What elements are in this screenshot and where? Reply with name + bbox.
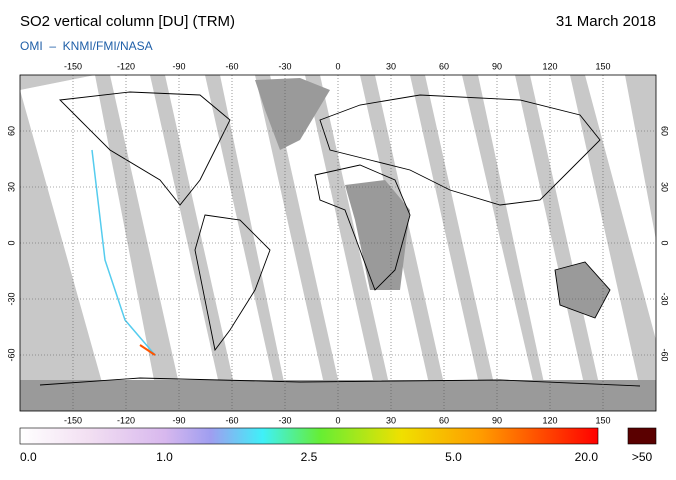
lat-label-left: 0 — [6, 240, 16, 245]
colorbar-over-label: >50 — [632, 450, 653, 464]
lon-label-bottom: 150 — [595, 415, 610, 425]
lon-label-top: -30 — [278, 61, 291, 71]
coastlines — [39, 91, 641, 387]
lon-label-top: 0 — [335, 61, 340, 71]
colorbar-label: 20.0 — [575, 450, 599, 464]
colorbar — [19, 427, 599, 445]
lon-label-bottom: -120 — [117, 415, 135, 425]
lon-label-top: -60 — [225, 61, 238, 71]
lat-label-left: -60 — [6, 348, 16, 361]
lat-label-right: 30 — [660, 182, 670, 192]
lon-label-top: -120 — [117, 61, 135, 71]
lon-label-bottom: -150 — [64, 415, 82, 425]
credit: OMI – KNMI/FMI/NASA — [20, 39, 153, 53]
map — [20, 75, 656, 411]
plume-trace — [91, 149, 156, 356]
colorbar-label: 1.0 — [156, 450, 173, 464]
map-frame — [19, 74, 657, 412]
plume-trace-high — [139, 344, 156, 356]
colorbar-over — [627, 427, 657, 445]
date: 31 March 2018 — [556, 13, 656, 30]
colorbar-label: 5.0 — [445, 450, 462, 464]
colorbar-label: 0.0 — [20, 450, 37, 464]
ticks: -150 -150 -120 -120 -90 -90 -60 -60 -30 -30 0 0 30 30… — [6, 61, 669, 425]
lat-label-left: 60 — [6, 126, 16, 136]
lon-label-bottom: 120 — [542, 415, 557, 425]
colorbar-labels: 0.0 1.0 2.5 5.0 20.0 — [20, 450, 598, 464]
lat-label-right: -60 — [660, 348, 670, 361]
lat-label-right: 0 — [660, 240, 670, 245]
lon-label-top: -150 — [64, 61, 82, 71]
lon-label-top: 60 — [439, 61, 449, 71]
lon-label-top: 150 — [595, 61, 610, 71]
colorbar-label: 2.5 — [301, 450, 318, 464]
lat-label-left: -30 — [6, 292, 16, 305]
lat-label-right: -30 — [660, 292, 670, 305]
lon-label-bottom: -30 — [278, 415, 291, 425]
lon-label-bottom: 60 — [439, 415, 449, 425]
lon-label-bottom: 0 — [335, 415, 340, 425]
title: SO2 vertical column [DU] (TRM) — [20, 13, 235, 30]
lat-label-left: 30 — [6, 182, 16, 192]
lon-label-bottom: -90 — [172, 415, 185, 425]
lon-label-top: 120 — [542, 61, 557, 71]
lon-label-bottom: -60 — [225, 415, 238, 425]
lon-label-top: -90 — [172, 61, 185, 71]
lon-label-bottom: 90 — [492, 415, 502, 425]
lon-label-top: 90 — [492, 61, 502, 71]
graticule — [20, 75, 656, 411]
lat-label-right: 60 — [660, 126, 670, 136]
lon-label-top: 30 — [386, 61, 396, 71]
lon-label-bottom: 30 — [386, 415, 396, 425]
